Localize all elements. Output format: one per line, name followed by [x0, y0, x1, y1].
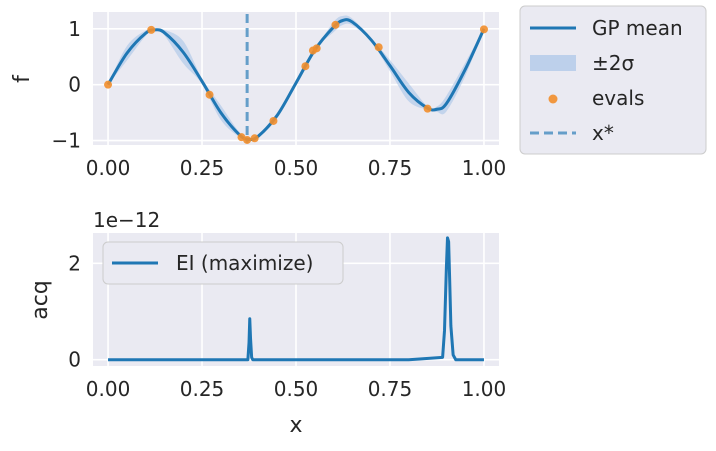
bottom-y-tick-label: 0 — [68, 348, 81, 372]
top-x-tick-label: 0.00 — [86, 156, 131, 180]
ei-line-group — [108, 236, 484, 362]
eval-point — [147, 25, 156, 34]
bottom-x-tick-labels: 0.00 0.25 0.50 0.75 1.00 — [86, 377, 506, 401]
top-y-tick-label: −1 — [52, 129, 81, 153]
bottom-offset-text: 1e−12 — [93, 208, 160, 232]
eval-point — [243, 135, 252, 144]
legend-gp-mean-label: GP mean — [592, 16, 683, 40]
top-axes: 0.00 0.25 0.50 0.75 1.00 −1 0 1 f — [10, 12, 506, 180]
eval-point — [479, 25, 488, 34]
bottom-x-axis-label: x — [289, 413, 302, 438]
bottom-y-tick-label: 2 — [68, 251, 81, 275]
bottom-y-tick-labels: 02 — [68, 251, 81, 371]
eval-point — [205, 90, 214, 99]
bottom-x-tick-label: 1.00 — [462, 377, 507, 401]
top-x-tick-label: 0.50 — [274, 156, 319, 180]
bottom-y-axis-label: acq — [28, 280, 53, 320]
eval-point — [269, 116, 278, 125]
top-x-tick-label: 0.25 — [180, 156, 225, 180]
top-y-tick-labels: −1 0 1 — [52, 17, 81, 153]
eval-point — [423, 104, 432, 113]
top-x-tick-labels: 0.00 0.25 0.50 0.75 1.00 — [86, 156, 506, 180]
eval-point — [374, 43, 383, 52]
top-legend: GP mean ±2σ evals x* — [519, 5, 707, 155]
evals-points — [104, 20, 488, 144]
legend-ei-label: EI (maximize) — [176, 251, 313, 275]
top-legend-frame — [519, 5, 707, 155]
top-y-axis-label: f — [10, 74, 35, 83]
top-x-tick-label: 0.75 — [368, 156, 413, 180]
top-y-tick-label: 1 — [68, 17, 81, 41]
bottom-x-tick-label: 0.00 — [86, 377, 131, 401]
bottom-x-tick-label: 0.50 — [274, 377, 319, 401]
legend-band-swatch — [530, 55, 576, 71]
top-y-tick-label: 0 — [68, 73, 81, 97]
eval-point — [312, 44, 321, 53]
bottom-x-tick-label: 0.25 — [180, 377, 225, 401]
legend-xstar-label: x* — [592, 121, 614, 145]
legend-evals-label: evals — [592, 86, 644, 110]
ei-line — [108, 236, 484, 362]
eval-point — [331, 20, 340, 29]
top-x-tick-label: 1.00 — [462, 156, 507, 180]
eval-point — [301, 62, 310, 71]
bottom-legend-frame — [102, 241, 344, 285]
eval-point — [104, 80, 113, 89]
legend-evals-swatch — [548, 94, 558, 104]
eval-point — [250, 134, 259, 143]
legend-band-label: ±2σ — [592, 51, 634, 75]
bottom-legend: EI (maximize) — [102, 241, 344, 285]
bottom-x-tick-label: 0.75 — [368, 377, 413, 401]
